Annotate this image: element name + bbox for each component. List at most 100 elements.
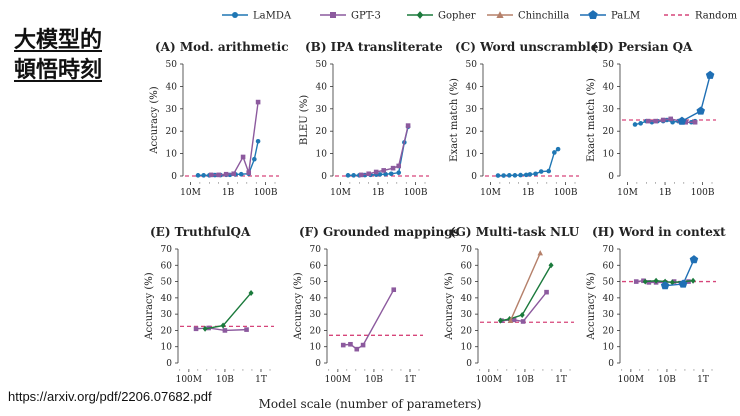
y-tick-label: 20: [461, 326, 473, 336]
data-point: [396, 170, 402, 175]
y-tick-label: 10: [316, 150, 328, 160]
data-point: [381, 168, 386, 173]
y-tick-label: 40: [316, 82, 328, 92]
data-point: [238, 171, 244, 177]
data-point: [390, 165, 396, 171]
y-tick-label: 50: [603, 60, 615, 70]
data-point: [642, 278, 648, 285]
data-point: [546, 168, 552, 174]
data-point: [689, 255, 699, 264]
y-tick-label: 20: [161, 326, 173, 336]
data-point: [405, 123, 411, 128]
data-point: [518, 172, 523, 178]
y-tick-label: 70: [161, 245, 173, 255]
legend-label: Chinchilla: [518, 11, 569, 22]
x-tick-label: 10M: [180, 188, 201, 198]
y-axis-label: Exact match (%): [586, 78, 597, 162]
data-point: [216, 172, 221, 178]
page-title: 大模型的 頓悟時刻: [14, 26, 102, 86]
series-gopher: [498, 262, 554, 324]
data-point: [519, 311, 525, 318]
legend-label: PaLM: [611, 11, 640, 22]
data-point: [678, 279, 688, 288]
y-tick-label: 30: [603, 310, 615, 320]
data-point: [506, 173, 512, 178]
legend: LaMDA GPT-3 Gopher Chinchilla PaLM Random: [222, 10, 738, 22]
data-point: [246, 170, 252, 175]
y-tick-label: 30: [316, 105, 328, 115]
y-tick-label: 40: [603, 82, 615, 92]
series-gpt-3: [340, 287, 397, 352]
legend-item-gpt-3: GPT-3: [320, 11, 381, 22]
y-tick-label: 30: [603, 105, 615, 115]
panel-title: (G) Multi-task NLU: [450, 225, 580, 239]
x-tick-label: 1B: [222, 188, 235, 198]
y-tick-label: 70: [310, 245, 322, 255]
data-point: [252, 156, 257, 162]
y-tick-label: 0: [315, 359, 321, 369]
data-point: [653, 277, 659, 284]
series-line: [195, 327, 247, 332]
series-palm: [677, 70, 715, 125]
data-point: [354, 346, 360, 352]
y-tick-label: 30: [310, 310, 322, 320]
y-tick-label: 20: [316, 127, 328, 137]
data-point: [511, 317, 517, 323]
data-point: [653, 118, 658, 124]
y-tick-label: 0: [608, 172, 614, 182]
data-point: [255, 138, 261, 144]
data-point: [396, 163, 402, 169]
data-point: [223, 171, 229, 177]
data-point: [202, 325, 208, 332]
y-tick-label: 10: [466, 150, 478, 160]
y-tick-label: 30: [461, 310, 473, 320]
series-lamda: [345, 124, 411, 178]
source-link[interactable]: https://arxiv.org/pdf/2206.07682.pdf: [8, 389, 212, 404]
y-tick-label: 40: [466, 82, 478, 92]
legend-label: Gopher: [438, 11, 476, 22]
legend-label: GPT-3: [351, 11, 381, 22]
x-tick-label: 100B: [691, 188, 715, 198]
series-line: [361, 125, 409, 176]
y-tick-label: 50: [316, 60, 328, 70]
y-tick-label: 60: [603, 261, 615, 271]
data-point: [523, 172, 529, 178]
data-point: [537, 250, 543, 256]
x-tick-label: 10M: [617, 188, 638, 198]
data-point: [538, 169, 544, 174]
data-point: [391, 287, 397, 293]
legend-item-random: Random: [664, 11, 738, 22]
data-point: [240, 154, 246, 160]
legend-marker: [588, 10, 598, 19]
data-point: [690, 277, 696, 284]
y-tick-label: 20: [603, 326, 615, 336]
y-tick-label: 30: [161, 310, 173, 320]
data-point: [383, 171, 388, 177]
data-point: [348, 341, 353, 347]
x-tick-label: 10B: [365, 375, 383, 385]
series-lamda: [495, 146, 561, 178]
series-gpt-3: [208, 99, 261, 178]
x-tick-label: 1T: [255, 375, 267, 385]
x-tick-label: 100B: [554, 188, 578, 198]
title-line-1: 大模型的: [14, 28, 103, 53]
data-point: [231, 171, 236, 177]
y-tick-label: 0: [321, 172, 327, 182]
y-tick-label: 10: [461, 343, 473, 353]
legend-item-gopher: Gopher: [407, 11, 476, 22]
x-tick-label: 100M: [325, 375, 351, 385]
panel-e-truthfulqa: (E) TruthfulQA 0 10 20 30 40 50 60 70 100M 10B 1T Ac…: [144, 225, 274, 385]
x-tick-label: 10B: [216, 375, 234, 385]
x-tick-label: 100M: [618, 375, 644, 385]
x-tick-label: 100M: [476, 375, 502, 385]
data-point: [195, 173, 201, 178]
y-axis-label: Accuracy (%): [149, 86, 160, 154]
x-tick-label: 100B: [404, 188, 428, 198]
panel-title: (D) Persian QA: [592, 40, 693, 54]
legend-item-lamda: LaMDA: [222, 11, 292, 22]
data-point: [255, 99, 261, 105]
y-tick-label: 0: [466, 359, 472, 369]
x-tick-label: 1T: [697, 375, 709, 385]
y-tick-label: 20: [466, 127, 478, 137]
y-tick-label: 40: [166, 82, 178, 92]
